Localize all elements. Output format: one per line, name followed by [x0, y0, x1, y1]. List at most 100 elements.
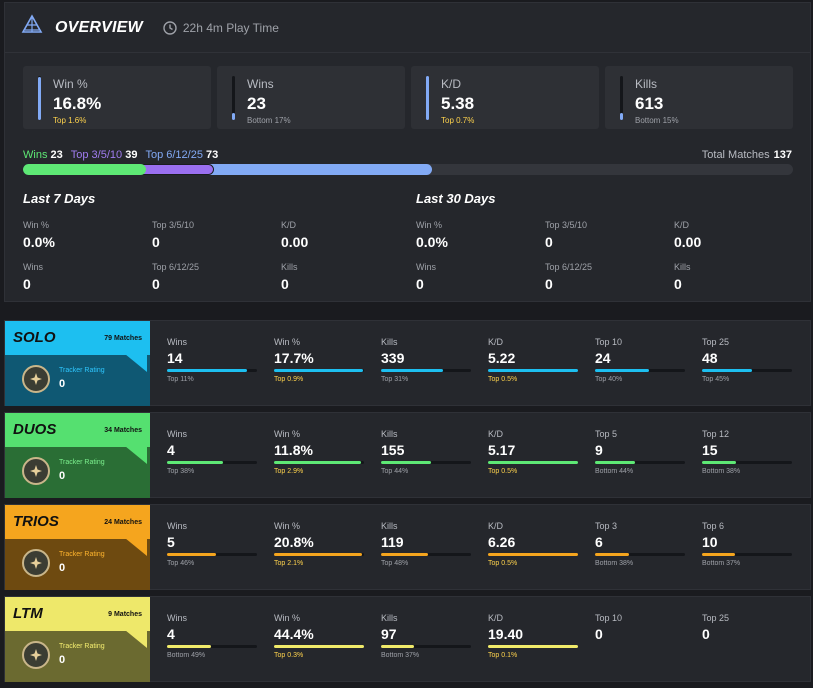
mode-stat-bar — [274, 461, 364, 464]
mode-stat-bar-fill — [167, 553, 216, 556]
period-stat-label: Top 3/5/10 — [152, 220, 195, 230]
mode-stat-value: 19.40 — [488, 626, 524, 642]
period-stat-value: 0.00 — [281, 234, 309, 250]
mode-match-count: 9 Matches — [108, 611, 142, 618]
mode-name: SOLO — [13, 329, 56, 346]
mode-match-count: 34 Matches — [104, 427, 142, 434]
mode-stat-bar-fill — [702, 553, 736, 556]
playtime: 22h 4m Play Time — [163, 21, 279, 35]
mode-stat: Kills 97 Bottom 37% — [381, 613, 488, 659]
clock-icon — [163, 20, 177, 35]
mode-stat-bar — [167, 369, 257, 372]
mode-stat-rank: Bottom 38% — [702, 468, 741, 475]
mode-stat-bar — [702, 461, 792, 464]
mode-stat-value: 11.8% — [274, 442, 313, 458]
mode-stat-bar-fill — [488, 369, 578, 372]
mode-tag-header: LTM 9 Matches — [5, 597, 150, 631]
stat-card-value: 23 — [247, 94, 266, 113]
mode-stat-bar — [381, 369, 471, 372]
mode-stat-value: 24 — [595, 350, 611, 366]
stat-card-bar — [232, 112, 235, 120]
mode-stat-rank: Bottom 37% — [702, 560, 741, 567]
mode-stat-label: Wins — [167, 521, 187, 531]
overview-panel: OVERVIEW 22h 4m Play Time Win % 16.8% Top … — [4, 2, 811, 302]
mode-stat-rank: Top 11% — [167, 376, 194, 383]
stat-card-bar — [620, 113, 623, 120]
mode-stat-bar — [595, 369, 685, 372]
mode-stat: Wins 5 Top 46% — [167, 521, 274, 567]
mode-stat-bar — [167, 645, 257, 648]
mode-match-count: 24 Matches — [104, 519, 142, 526]
mode-stat-label: Top 25 — [702, 613, 730, 623]
mode-tag-header: TRIOS 24 Matches — [5, 505, 150, 539]
mode-stat-rank: Bottom 38% — [595, 560, 634, 567]
period-stat-value: 0 — [545, 234, 553, 250]
mode-stat-value: 5.22 — [488, 350, 516, 366]
mode-tag: SOLO 79 Matches Tracker Rating 0 — [5, 321, 150, 406]
stat-card: Kills 613 Bottom 15% — [605, 66, 793, 129]
mode-stat-label: K/D — [488, 429, 504, 439]
mode-row-solo: SOLO 79 Matches Tracker Rating 0 Wins 14… — [4, 320, 811, 406]
mode-stat-label: Win % — [274, 429, 301, 439]
mode-stat-bar-fill — [274, 553, 363, 556]
mode-stat-value: 0 — [595, 626, 603, 642]
mode-stat-bar-fill — [702, 369, 752, 372]
mode-stat: K/D 5.17 Top 0.5% — [488, 429, 595, 475]
mode-stat-bar-fill — [488, 645, 578, 648]
mode-stat-bar — [488, 645, 578, 648]
mode-stat-bar — [702, 553, 792, 556]
legend-wins-value: 23 — [50, 149, 63, 161]
mode-stat-label: K/D — [488, 521, 504, 531]
period-stat-value: 0.0% — [23, 234, 55, 250]
period-stat-value: 0.0% — [416, 234, 448, 250]
stat-card-rank: Top 1.6% — [53, 116, 87, 125]
legend-top3-label: Top 3/5/10 — [70, 149, 123, 161]
mode-stat: Top 10 0 — [595, 613, 702, 659]
period-stat-value: 0 — [152, 234, 160, 250]
mode-stat-bar-fill — [381, 461, 432, 464]
mode-stat-label: Top 25 — [702, 337, 730, 347]
mode-tag-notch — [125, 354, 147, 372]
mode-stat-label: Wins — [167, 337, 187, 347]
mode-stat-value: 20.8% — [274, 534, 314, 550]
period-last-7-days: Last 7 Days Win % 0.0% Top 3/5/10 0 K/D 0.0… — [23, 191, 393, 292]
total-matches-label: Total Matches — [701, 149, 770, 161]
period-stat-value: 0 — [545, 276, 553, 292]
page-title: OVERVIEW — [55, 18, 143, 36]
mode-stat-bar — [274, 369, 364, 372]
mode-stat-bar — [488, 461, 578, 464]
period-stat-label: Kills — [674, 262, 691, 272]
mode-stat-bar — [274, 553, 364, 556]
mode-stat-value: 119 — [381, 534, 404, 550]
mode-stat-bar — [381, 645, 471, 648]
mode-stat-value: 5 — [167, 534, 175, 550]
mode-stat-bar-fill — [595, 461, 635, 464]
mode-stat-bar — [381, 461, 471, 464]
mode-row-ltm: LTM 9 Matches Tracker Rating 0 Wins 4 Bo… — [4, 596, 811, 682]
tracker-rating-label: Tracker Rating — [59, 551, 105, 558]
tracker-rating-emblem-icon — [22, 457, 50, 485]
mode-stat-label: Top 10 — [595, 337, 623, 347]
mode-stat-label: Win % — [274, 613, 301, 623]
mode-stat-rank: Top 40% — [595, 376, 623, 383]
mode-stat-value: 155 — [381, 442, 405, 458]
stat-card-bar — [38, 76, 41, 120]
mode-stat-bar-fill — [488, 461, 578, 464]
mode-name: DUOS — [13, 421, 57, 438]
mode-stat-rank: Top 0.5% — [488, 376, 518, 383]
placement-bar — [23, 164, 793, 175]
mode-stat-label: Kills — [381, 521, 398, 531]
mode-tag-header: DUOS 34 Matches — [5, 413, 150, 447]
period-stat-label: Kills — [281, 262, 298, 272]
stat-card-rank: Top 0.7% — [441, 116, 475, 125]
summary-cards: Win % 16.8% Top 1.6% Wins 23 Bottom 17% K/D 5… — [23, 66, 793, 129]
total-matches: Total Matches 137 — [702, 149, 792, 161]
mode-stat-label: Top 12 — [702, 429, 730, 439]
period-stat-label: K/D — [281, 220, 297, 230]
mode-stat-bar-fill — [167, 461, 223, 464]
period-stat-label: Top 3/5/10 — [545, 220, 588, 230]
mode-stat-bar — [381, 553, 471, 556]
mode-stat: Wins 4 Top 38% — [167, 429, 274, 475]
mode-stat-rank: Top 45% — [702, 376, 730, 383]
mode-stat: K/D 6.26 Top 0.5% — [488, 521, 595, 567]
